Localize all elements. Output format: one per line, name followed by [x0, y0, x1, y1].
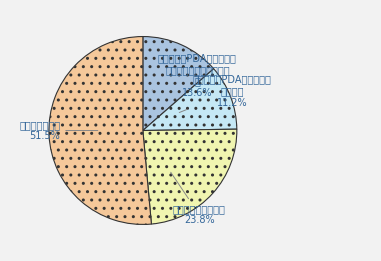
Text: 利用しなかった
51.5%: 利用しなかった 51.5% [19, 120, 98, 141]
Wedge shape [143, 69, 237, 130]
Text: 携帯電話で利用した
23.8%: 携帯電話で利用した 23.8% [171, 172, 226, 226]
Wedge shape [49, 37, 151, 224]
Wedge shape [143, 37, 214, 130]
Wedge shape [143, 129, 237, 224]
Text: パソコン（PDAを含む）で
利用した
11.2%: パソコン（PDAを含む）で 利用した 11.2% [179, 74, 272, 112]
Text: パソコン（PDAを含む）と
携帯電話の両方で利用し
た
13.6%: パソコン（PDAを含む）と 携帯電話の両方で利用し た 13.6% [152, 54, 237, 98]
